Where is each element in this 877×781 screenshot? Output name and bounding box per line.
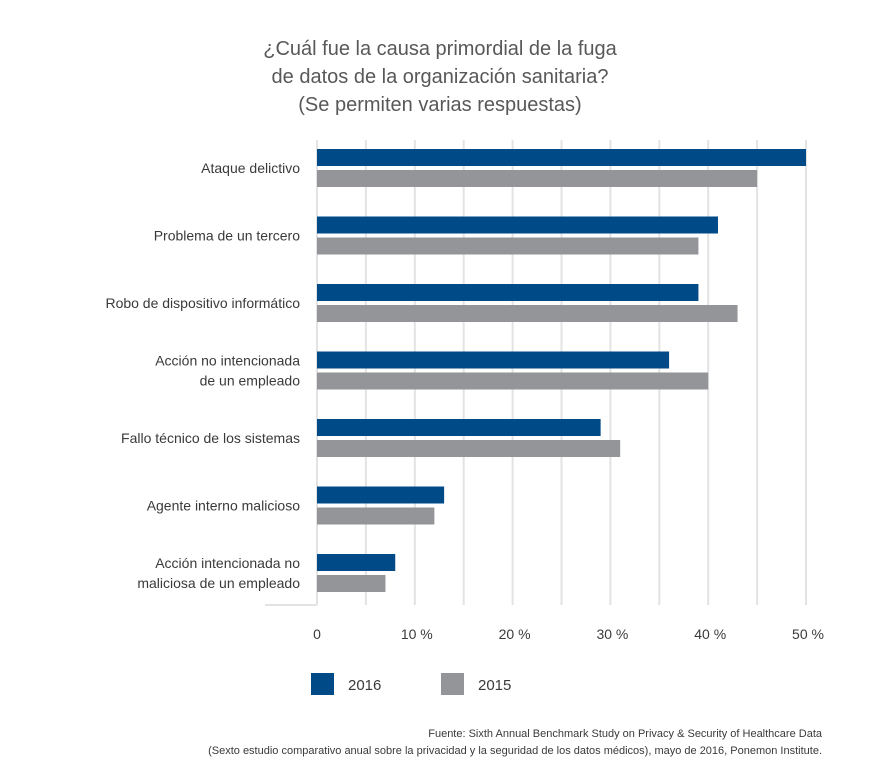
bar-2016: [317, 284, 699, 301]
bar-2015: [317, 372, 709, 390]
bar-2016: [317, 149, 806, 166]
category-label: Problema de un tercero: [154, 228, 301, 244]
legend-swatch-2015: [441, 673, 464, 695]
category-label: de un empleado: [200, 373, 301, 389]
category-label: Robo de dispositivo informático: [105, 295, 300, 311]
bar-2015: [317, 575, 386, 592]
bar-2016: [317, 351, 670, 369]
category-label: maliciosa de un empleado: [137, 575, 300, 591]
x-tick-label: 40 %: [694, 626, 726, 642]
legend-label: 2016: [348, 677, 381, 694]
bar-2015: [317, 237, 699, 255]
legend-swatch-2016: [311, 673, 334, 695]
category-label: Acción no intencionada: [155, 353, 300, 369]
chart-title-line: ¿Cuál fue la causa primordial de la fuga: [263, 38, 617, 60]
bar-2015: [317, 170, 758, 187]
bar-2016: [317, 486, 445, 504]
chart-title-line: (Se permiten varias respuestas): [298, 94, 581, 116]
bar-2016: [317, 554, 396, 571]
category-label: Fallo técnico de los sistemas: [121, 430, 300, 446]
bar-2016: [317, 216, 718, 234]
legend-label: 2015: [478, 677, 511, 694]
category-label: Ataque delictivo: [201, 160, 300, 176]
x-tick-label: 30 %: [596, 626, 628, 642]
chart-title-line: de datos de la organización sanitaria?: [272, 66, 609, 88]
x-tick-label: 50 %: [792, 626, 824, 642]
x-tick-label: 20 %: [499, 626, 531, 642]
category-label: Agente interno malicioso: [147, 498, 301, 514]
source-note: (Sexto estudio comparativo anual sobre l…: [208, 745, 822, 757]
x-tick-label: 10 %: [401, 626, 433, 642]
bar-2016: [317, 419, 601, 436]
category-label: Acción intencionada no: [155, 555, 300, 571]
x-tick-label: 0: [313, 626, 321, 642]
bar-2015: [317, 507, 435, 525]
bar-2015: [317, 305, 738, 322]
bar-2015: [317, 440, 621, 457]
source-note: Fuente: Sixth Annual Benchmark Study on …: [428, 728, 823, 740]
